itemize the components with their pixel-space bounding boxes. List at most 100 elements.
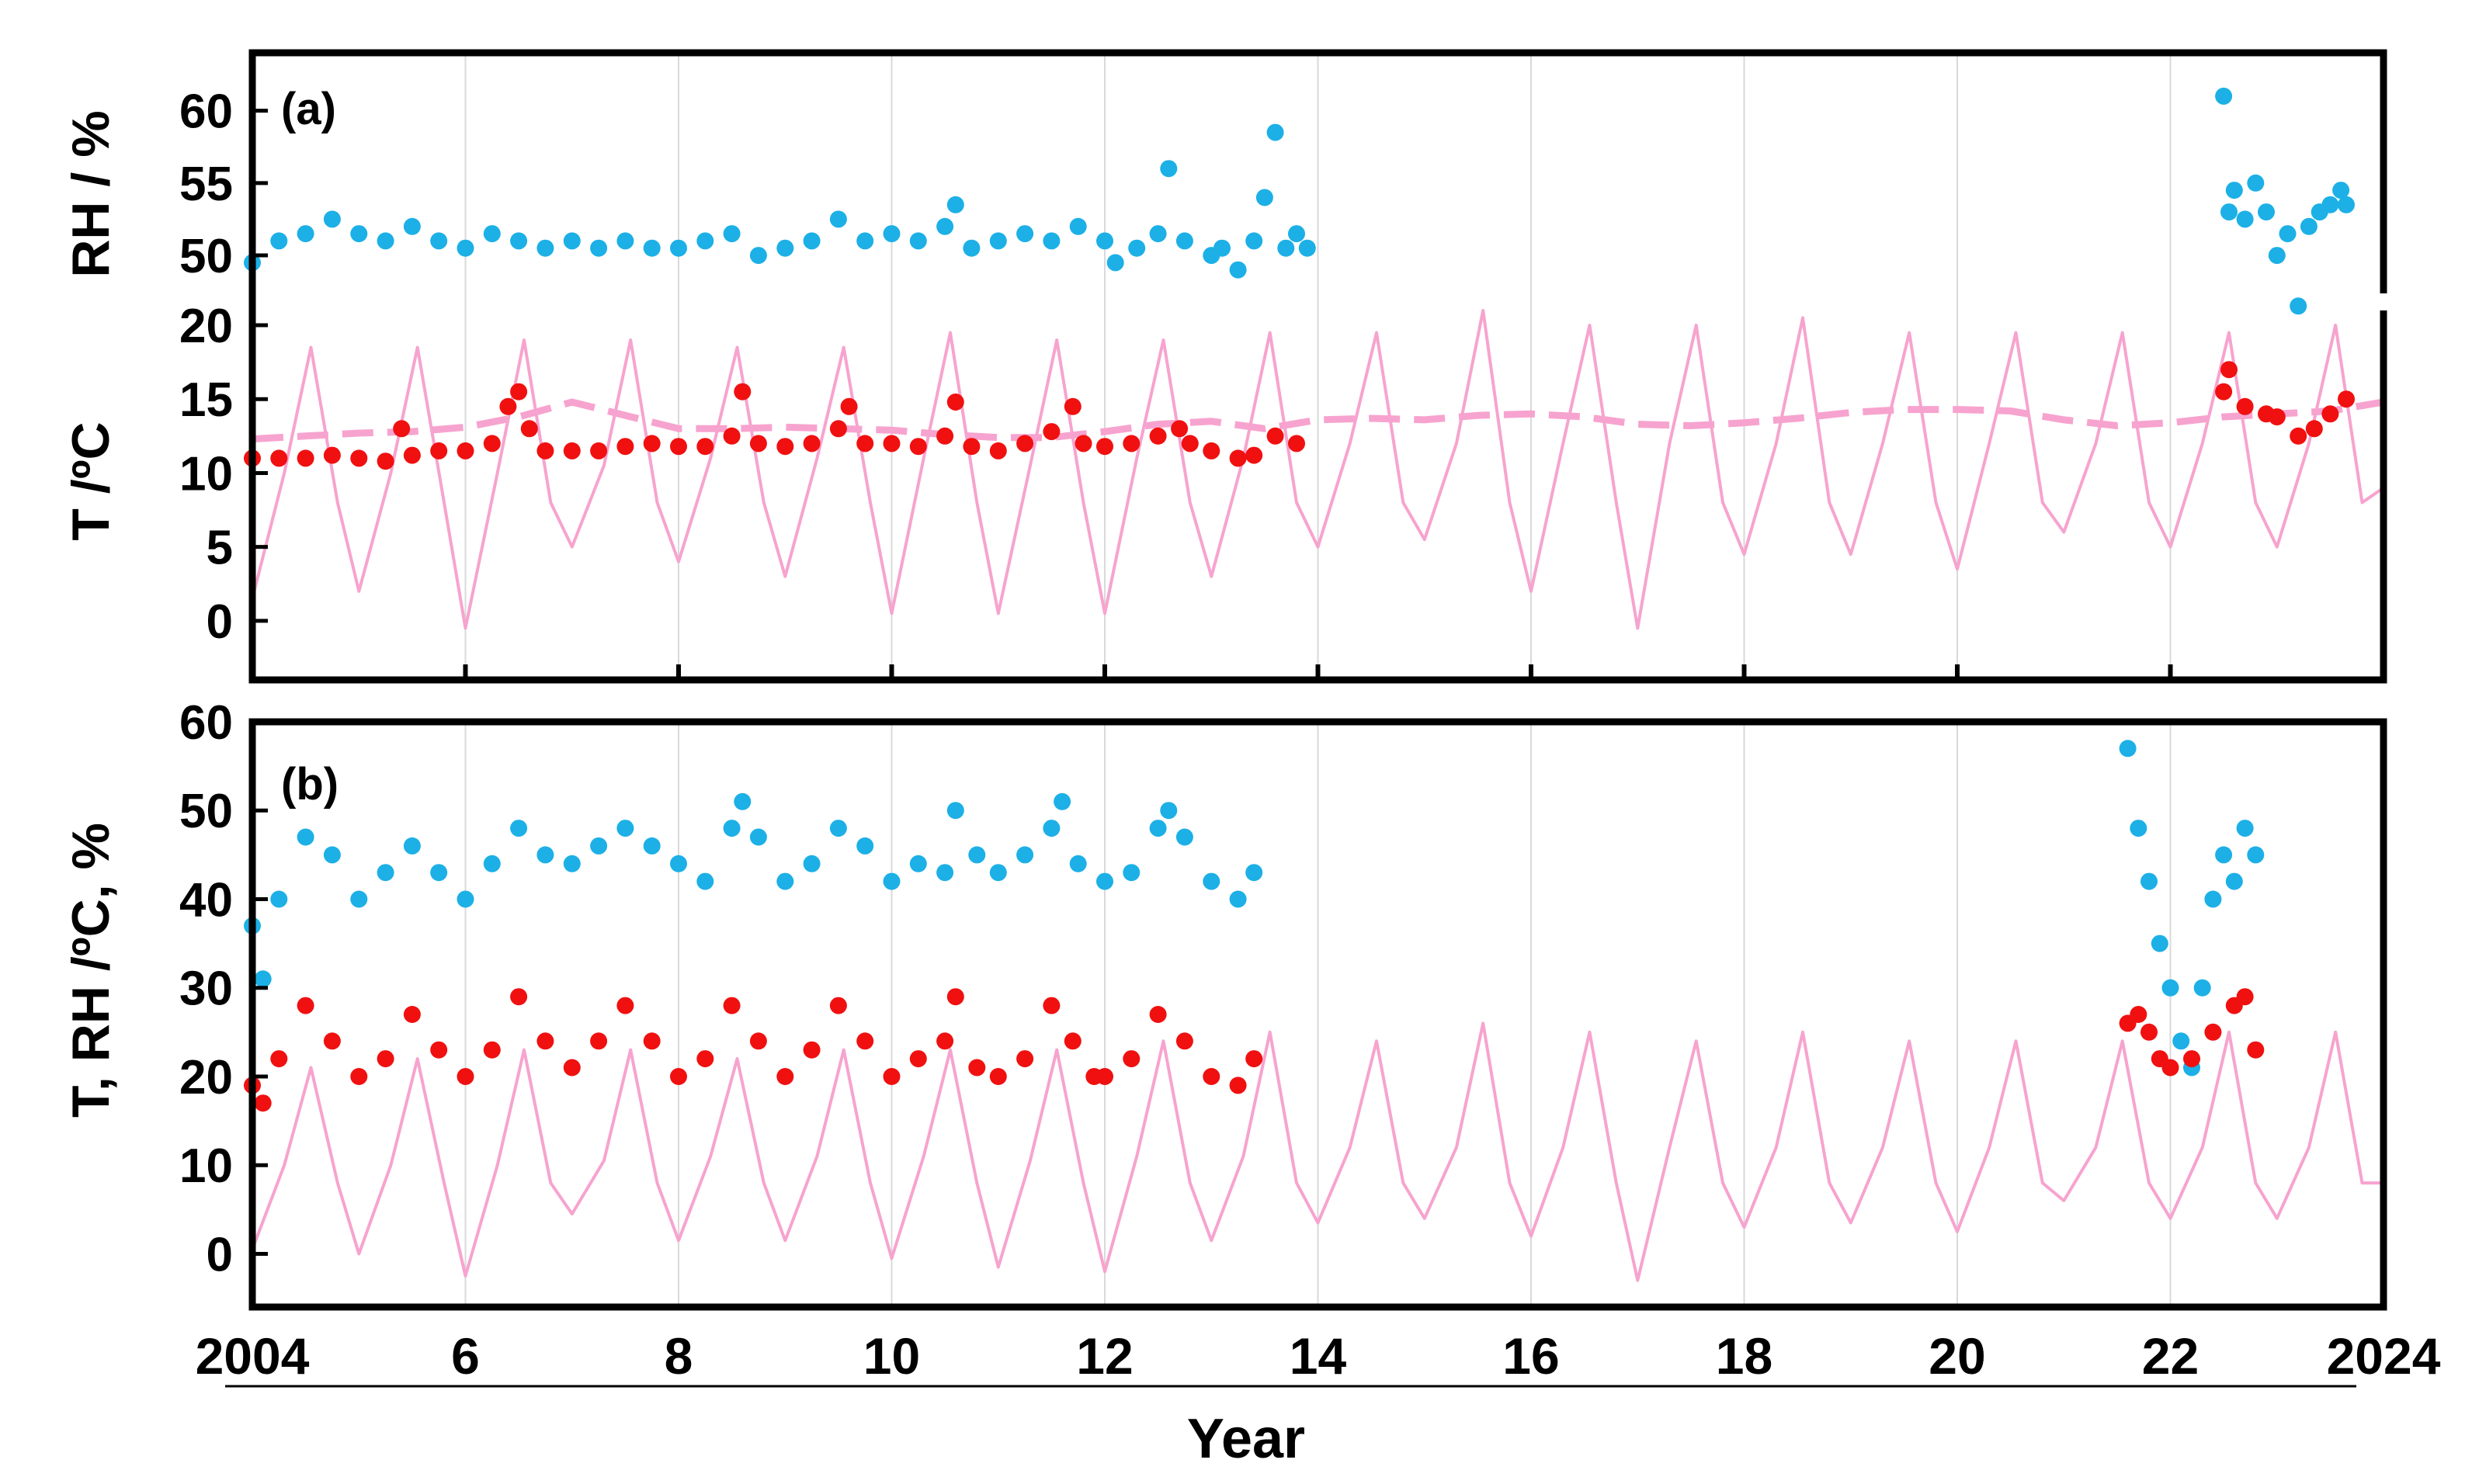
panel-b-gridlines [464, 725, 2172, 1304]
panel-b-ylabel: T, RH /ºC, % [61, 823, 120, 1118]
rh-point [323, 210, 341, 228]
rh-point [2338, 196, 2355, 213]
panel-b-y-tick-label: 60 [179, 696, 233, 750]
rh-point [1128, 239, 1146, 257]
rh-point [2236, 820, 2254, 837]
panel-b-y-tick-label: 20 [179, 1051, 233, 1104]
rh-point [483, 225, 501, 243]
rh-point [1160, 802, 1178, 820]
rh-point [377, 864, 394, 882]
panel-a-points [244, 87, 2355, 470]
rh-point [1245, 232, 1263, 250]
rh-point [936, 217, 954, 235]
temperature-point [776, 438, 794, 456]
rh-point [1106, 254, 1124, 272]
panel-b-y-tick-label: 0 [207, 1228, 233, 1281]
temperature-point [1043, 423, 1061, 441]
rh-point [1160, 160, 1178, 178]
panel-a-upper-y-tick-label: 60 [179, 85, 233, 139]
temperature-point [590, 442, 608, 459]
temperature-point [483, 1041, 501, 1059]
x-tick-label: 18 [1716, 1327, 1772, 1385]
rh-point [1054, 792, 1071, 810]
rh-point [2151, 934, 2168, 952]
temperature-point [510, 383, 528, 400]
rh-point [563, 232, 581, 250]
temperature-point [883, 1068, 901, 1085]
temperature-point [1064, 1032, 1082, 1050]
temperature-point [1181, 435, 1199, 452]
panel-a-gridlines [464, 56, 2172, 677]
temperature-point [323, 1032, 341, 1050]
rh-point [829, 820, 847, 837]
rh-point [2172, 1032, 2190, 1050]
rh-point [2279, 225, 2297, 243]
rh-point [1016, 846, 1034, 864]
panel-a-upper-y-tick-label: 50 [179, 230, 233, 283]
rh-point [776, 239, 794, 257]
temperature-point [1245, 1050, 1263, 1068]
temperature-point [1203, 1068, 1220, 1085]
rh-point [2258, 203, 2275, 221]
panel-a-x-ticks [463, 664, 2173, 680]
rh-point [909, 855, 927, 872]
rh-point [803, 855, 821, 872]
temperature-point [2183, 1050, 2200, 1068]
rh-point [2215, 87, 2233, 105]
panel-b-y-tick-label: 10 [179, 1139, 233, 1193]
rh-point [2225, 182, 2243, 199]
rh-point [1096, 872, 1113, 890]
panel-a: 50 55 60 0 5 10 15 20 (a) RH / % T /ºC [61, 49, 2391, 684]
panel-b-y-tick-label: 50 [179, 785, 233, 838]
rh-point [1043, 232, 1061, 250]
rh-point [563, 855, 581, 872]
temperature-point [323, 446, 341, 464]
rh-point [883, 225, 901, 243]
rh-point [1069, 855, 1087, 872]
panel-b-points [244, 740, 2265, 1112]
rh-point [1213, 239, 1231, 257]
panel-a-outdoor-series [251, 309, 2385, 630]
temperature-point [1171, 420, 1189, 438]
temperature-point [883, 435, 901, 452]
rh-point [1043, 820, 1061, 837]
rh-point [883, 872, 901, 890]
temperature-point [499, 397, 517, 415]
rh-point [457, 890, 474, 908]
temperature-point [936, 1032, 954, 1050]
temperature-point [856, 435, 874, 452]
temperature-point [2140, 1023, 2158, 1041]
rh-point [1203, 872, 1220, 890]
temperature-point [403, 1006, 421, 1023]
temperature-point [963, 438, 981, 456]
rh-point [1298, 239, 1316, 257]
temperature-point [2236, 397, 2254, 415]
panel-a-y-ticks: 50 55 60 0 5 10 15 20 [179, 85, 268, 649]
temperature-point [1266, 427, 1284, 445]
rh-point [590, 239, 608, 257]
temperature-point [350, 1068, 368, 1085]
rh-point [643, 239, 661, 257]
temperature-point [254, 1094, 272, 1112]
rh-point [270, 890, 288, 908]
x-tick-label: 16 [1502, 1327, 1559, 1385]
panel-a-axis-break [2376, 293, 2391, 310]
x-axis-title: Year [1187, 1408, 1305, 1470]
temperature-point [2130, 1006, 2147, 1023]
temperature-point [616, 438, 634, 456]
x-tick-label: 10 [863, 1327, 920, 1385]
rh-point [2247, 846, 2265, 864]
temperature-point [1016, 1050, 1034, 1068]
rh-point [590, 837, 608, 855]
temperature-point [829, 997, 847, 1014]
temperature-point [670, 438, 687, 456]
rh-point [1149, 820, 1167, 837]
temperature-point [1229, 1077, 1247, 1094]
rh-point [323, 846, 341, 864]
x-tick-label: 6 [451, 1327, 480, 1385]
rh-point [989, 864, 1007, 882]
temperature-point [457, 1068, 474, 1085]
panel-b-y-tick-label: 30 [179, 962, 233, 1016]
rh-point [989, 232, 1007, 250]
